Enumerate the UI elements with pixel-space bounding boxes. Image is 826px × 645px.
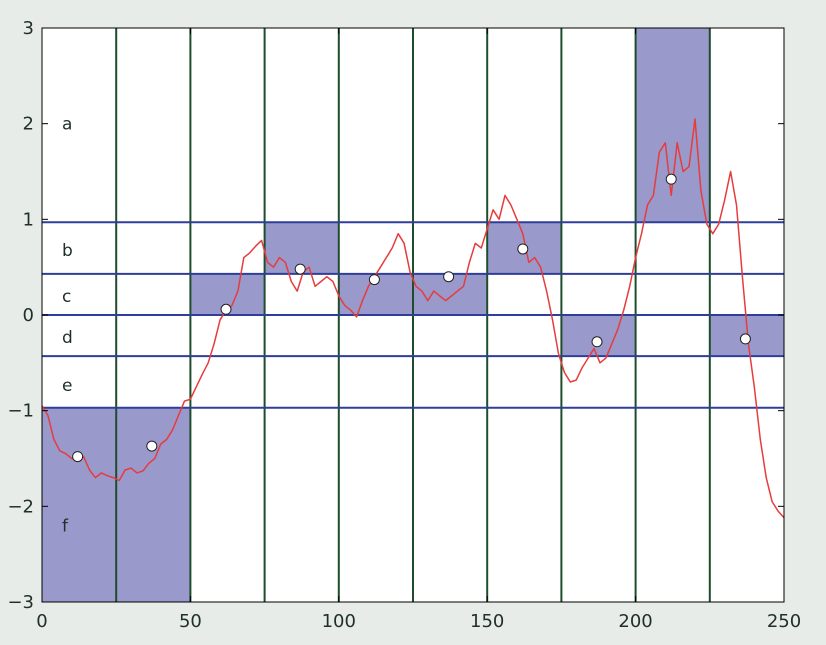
y-tick-labels: −3 −2 −1 0 1 2 3 [7, 18, 34, 613]
breakpoint-lines [42, 221, 784, 409]
segment-mean-marker-10 [739, 333, 751, 345]
segment-mean-marker-5 [368, 274, 380, 286]
x-tick-label-250: 250 [767, 611, 801, 632]
segment-mean-marker-9 [665, 173, 677, 185]
series-line-1 [41, 118, 785, 519]
band-label-b: b [62, 241, 73, 261]
highlight-segment-2 [116, 407, 191, 602]
segment-mean-marker-2 [146, 440, 158, 452]
series-group [41, 118, 785, 519]
y-tick-label--1: −1 [7, 401, 34, 422]
x-tick-label-200: 200 [618, 611, 652, 632]
segment-mean-marker-3 [220, 303, 232, 315]
segment-mean-marker-7 [517, 243, 529, 255]
y-tick-label-0: 0 [23, 305, 34, 326]
highlight-segment-8 [561, 315, 636, 357]
segment-mean-markers [72, 173, 751, 463]
highlight-segment-9 [635, 28, 710, 223]
band-label-c: c [62, 287, 71, 307]
segment-mean-marker-8 [591, 336, 603, 348]
y-tick-label--2: −2 [7, 496, 34, 517]
segment-mean-marker-1 [72, 451, 84, 463]
band-label-a: a [62, 115, 72, 135]
y-tick-label-2: 2 [23, 114, 34, 135]
band-labels: a b c d e f [62, 115, 73, 537]
segment-mean-marker-6 [443, 271, 455, 283]
y-tick-label--3: −3 [7, 592, 34, 613]
band-label-f: f [62, 516, 69, 536]
axis-ticks [41, 27, 785, 603]
x-tick-label-150: 150 [470, 611, 504, 632]
x-tick-label-0: 0 [36, 611, 47, 632]
y-tick-label-1: 1 [23, 209, 34, 230]
y-tick-label-3: 3 [23, 18, 34, 39]
band-label-e: e [62, 376, 72, 396]
band-label-d: d [62, 328, 73, 348]
segment-mean-marker-4 [294, 263, 306, 275]
x-tick-labels: 0 50 100 150 200 250 [36, 611, 801, 632]
x-tick-label-50: 50 [179, 611, 202, 632]
x-tick-label-100: 100 [322, 611, 356, 632]
